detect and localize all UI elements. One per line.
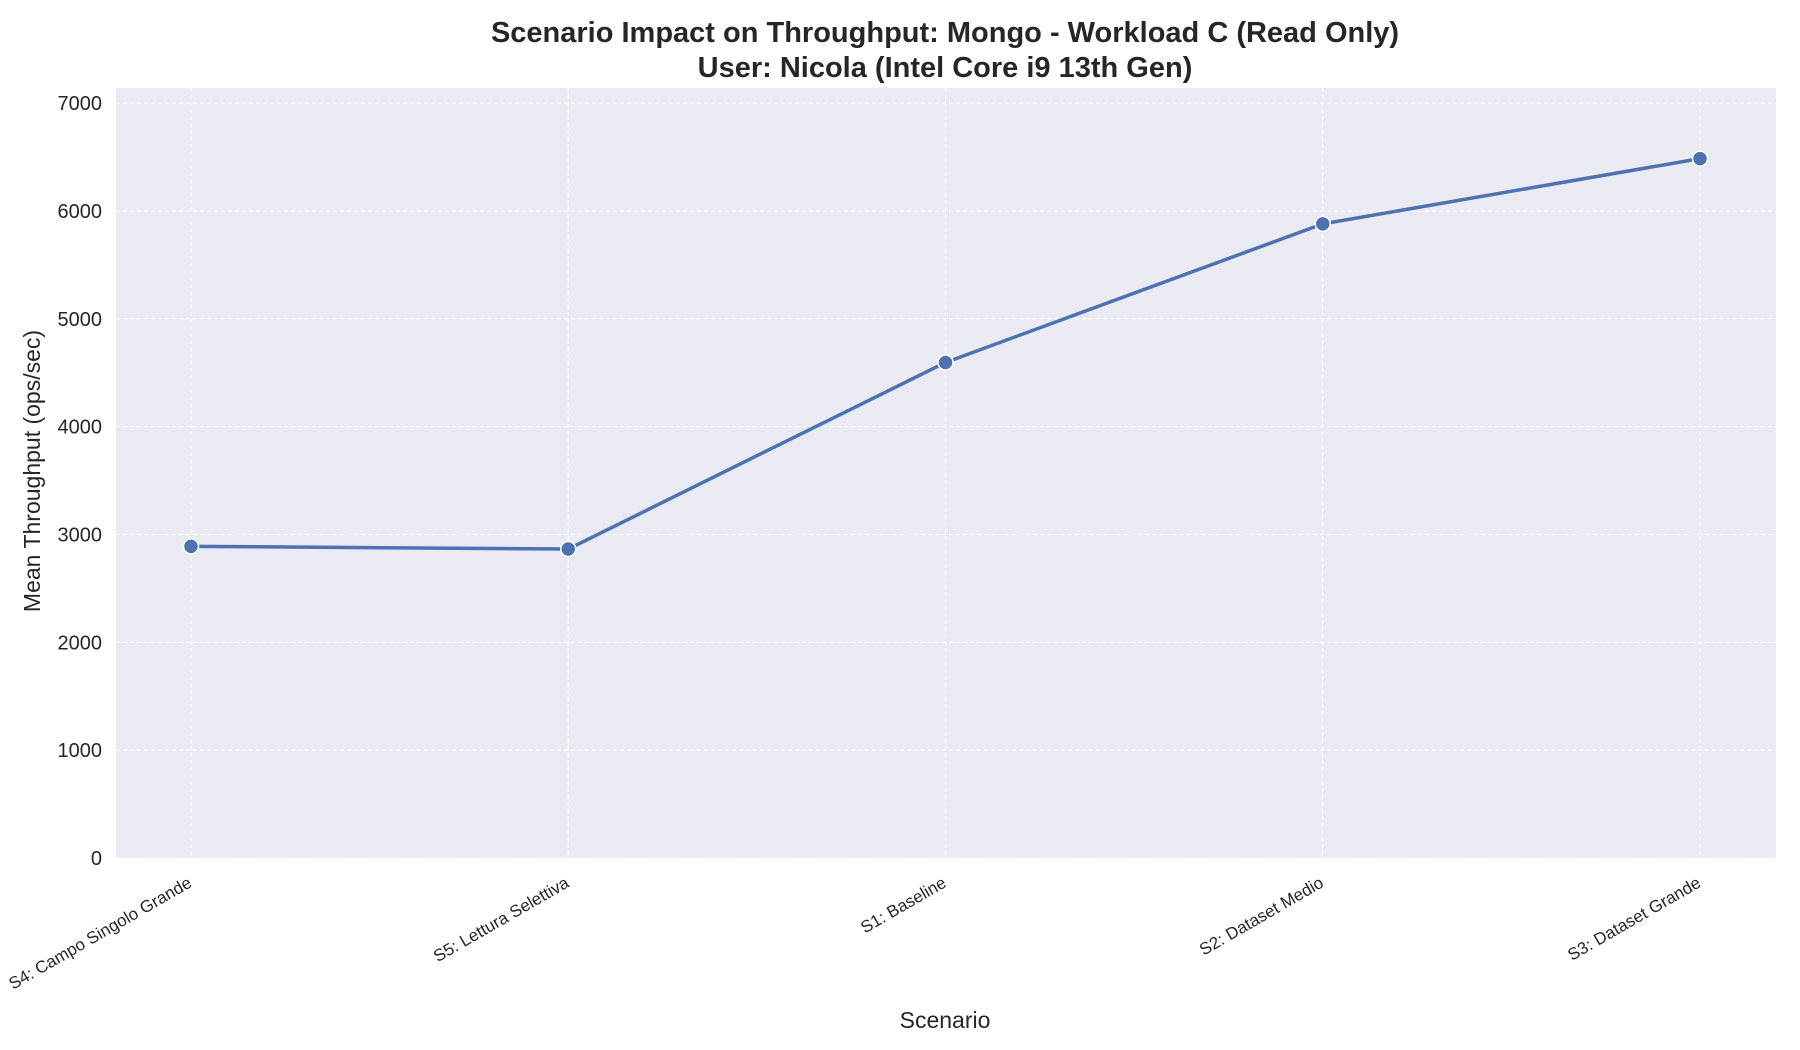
y-tick-label: 7000 [58, 93, 103, 115]
x-axis: S4: Campo Singolo Grande S5: Lettura Sele… [5, 873, 1704, 994]
y-tick-label: 6000 [58, 201, 103, 223]
x-tick-label: S1: Baseline [857, 873, 949, 937]
y-axis: 0 1000 2000 3000 4000 5000 6000 7000 [58, 93, 103, 870]
y-tick-label: 1000 [58, 740, 103, 762]
data-point [937, 354, 954, 371]
data-point [182, 538, 200, 555]
y-tick-label: 5000 [58, 309, 103, 331]
y-axis-label: Mean Throughput (ops/sec) [19, 330, 45, 612]
chart-title: Scenario Impact on Throughput: Mongo - W… [491, 17, 1399, 49]
y-tick-label: 0 [91, 848, 102, 870]
y-tick-label: 3000 [58, 524, 103, 546]
x-tick-label: S5: Lettura Selettiva [430, 873, 573, 966]
x-tick-label: S3: Dataset Grande [1564, 873, 1704, 965]
x-tick-label: S4: Campo Singolo Grande [5, 873, 195, 993]
y-tick-label: 2000 [58, 632, 103, 654]
data-point [1314, 215, 1331, 233]
y-tick-label: 4000 [58, 417, 103, 439]
x-axis-label: Scenario [900, 1007, 991, 1033]
chart-subtitle: User: Nicola (Intel Core i9 13th Gen) [698, 52, 1193, 84]
data-point [1691, 150, 1709, 167]
series-line-group [182, 150, 1709, 558]
x-tick-label: S2: Dataset Medio [1196, 873, 1327, 959]
data-point [560, 540, 577, 558]
grid [116, 88, 1776, 859]
